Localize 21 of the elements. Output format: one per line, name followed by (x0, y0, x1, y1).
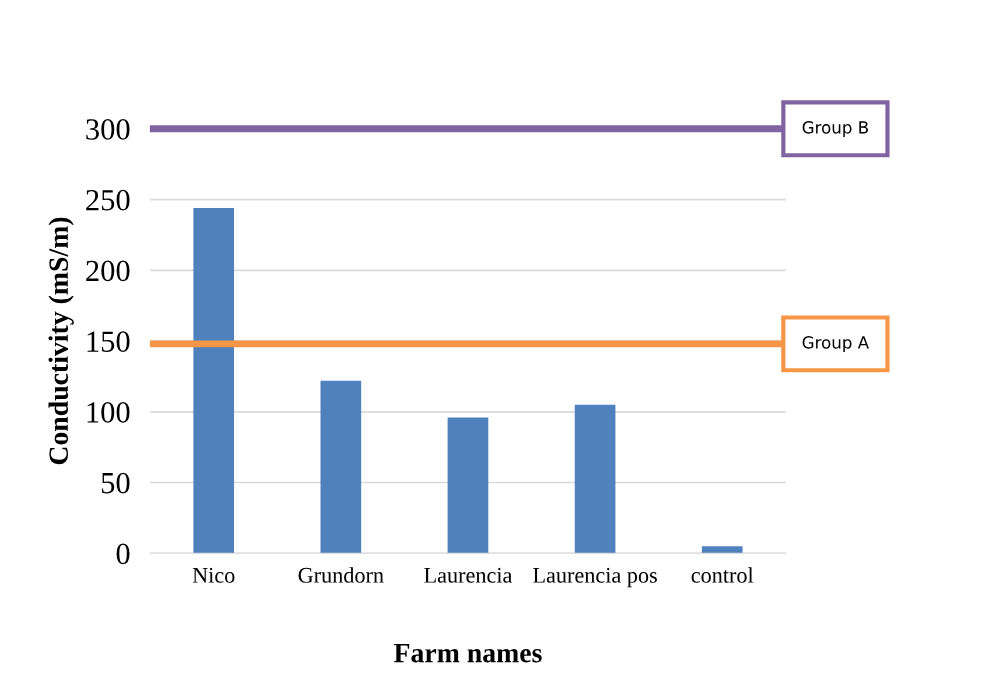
y-axis-title: Conductivity (mS/m) (48, 217, 74, 465)
bar (447, 417, 489, 554)
ref-line-label: Group B (802, 121, 868, 137)
x-axis-title: Farm names (394, 643, 542, 663)
x-tick-label: Nico (192, 567, 235, 583)
y-tick-label: 200 (86, 260, 130, 282)
y-tick-label: 100 (87, 402, 130, 423)
y-tick-label: 50 (101, 472, 130, 494)
bar (574, 404, 616, 554)
bar (320, 380, 362, 554)
x-tick-label: Laurencia (424, 567, 513, 583)
x-tick-label: control (691, 567, 754, 583)
ref-line-label: Group A (802, 336, 869, 352)
bar (701, 546, 743, 554)
bar (193, 208, 235, 554)
x-tick-label: Grundorn (298, 567, 384, 583)
y-tick-label: 250 (86, 189, 130, 211)
x-tick-label: Laurencia pos (533, 567, 657, 588)
y-tick-label: 150 (87, 331, 130, 352)
y-tick-label: 300 (86, 119, 130, 140)
y-tick-label: 0 (116, 543, 130, 565)
